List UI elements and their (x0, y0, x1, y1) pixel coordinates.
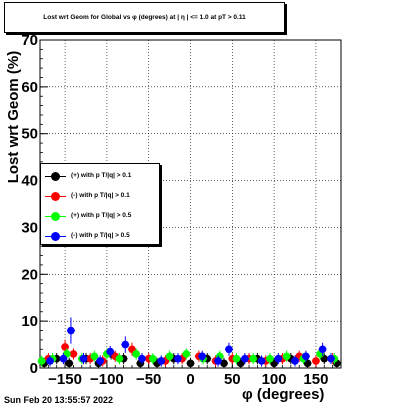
chart-title: Lost wrt Geom for Global vs φ (degrees) … (4, 2, 285, 33)
y-tick-label: 70 (21, 32, 38, 49)
data-point (266, 354, 274, 363)
data-point (59, 354, 68, 363)
data-point (165, 352, 174, 361)
data-point (282, 352, 291, 361)
data-point (90, 352, 99, 361)
data-point (65, 359, 74, 368)
data-point (241, 354, 249, 363)
legend: (+) with p T/|q| > 0.1 (-) with p T/|q| … (40, 163, 160, 245)
data-point (79, 354, 88, 363)
data-point (37, 357, 46, 365)
data-point (327, 354, 335, 363)
data-point (149, 354, 157, 363)
legend-item: (+) with p T/|q| > 0.1 (41, 166, 159, 186)
data-point (186, 359, 195, 368)
y-tick-label: 60 (21, 79, 38, 96)
data-point (182, 350, 191, 358)
data-point (274, 354, 283, 363)
y-tick-label: 50 (21, 126, 38, 143)
data-point (157, 357, 166, 365)
data-point (67, 326, 75, 335)
legend-marker (51, 172, 60, 181)
data-point (214, 357, 222, 365)
data-point (232, 354, 241, 363)
y-tick-label: 0 (30, 360, 38, 377)
data-point (312, 357, 320, 365)
chart-title-text: Lost wrt Geom for Global vs φ (degrees) … (43, 14, 246, 21)
data-point (225, 345, 233, 354)
x-tick-label: 100 (262, 371, 287, 388)
data-point (198, 352, 207, 361)
data-point (115, 354, 124, 363)
data-point (291, 357, 299, 365)
legend-marker (51, 212, 60, 221)
data-point (106, 347, 115, 356)
legend-marker (51, 192, 60, 201)
legend-item: (-) with p T/|q| > 0.1 (41, 186, 159, 206)
x-tick-label: −50 (136, 371, 161, 388)
legend-item: (+) with p T/|q| > 0.5 (41, 206, 159, 226)
x-tick-label: 50 (224, 371, 241, 388)
y-tick-label: 10 (21, 313, 38, 330)
data-point (249, 354, 258, 363)
x-tick-label: 0 (186, 371, 194, 388)
x-tick-label: −150 (48, 371, 82, 388)
timestamp: Sun Feb 20 13:55:57 2022 (4, 395, 114, 405)
data-point (121, 340, 130, 349)
legend-label: (+) with p T/|q| > 0.1 (71, 172, 132, 179)
x-tick-label: 150 (303, 371, 328, 388)
y-axis-label: Lost wrt Geom (%) (5, 50, 22, 184)
data-point (132, 350, 140, 358)
data-point (61, 343, 69, 351)
data-point (46, 357, 54, 365)
data-point (302, 352, 310, 361)
legend-label: (-) with p T/|q| > 0.5 (71, 232, 130, 239)
legend-marker (51, 232, 60, 241)
data-point (96, 357, 104, 365)
y-tick-label: 40 (21, 173, 38, 190)
legend-label: (-) with p T/|q| > 0.1 (71, 192, 130, 199)
data-point (174, 354, 182, 363)
x-tick-label: −100 (90, 371, 124, 388)
data-point (138, 354, 146, 363)
legend-label: (+) with p T/|q| > 0.5 (71, 212, 132, 219)
y-tick-label: 30 (21, 219, 38, 236)
x-axis-label: φ (degrees) (242, 386, 325, 403)
data-point (69, 350, 78, 358)
data-point (318, 345, 327, 354)
y-tick-label: 20 (21, 266, 38, 283)
legend-item: (-) with p T/|q| > 0.5 (41, 226, 159, 246)
data-point (257, 357, 266, 365)
